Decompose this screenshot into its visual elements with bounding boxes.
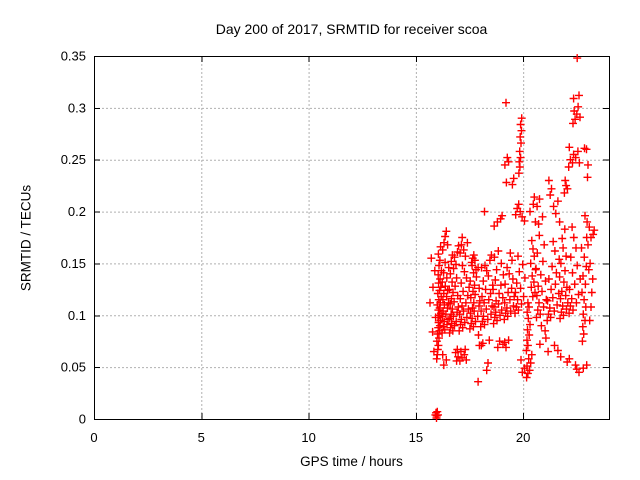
y-tick-label: 0.1 [68, 308, 86, 323]
x-tick-label: 20 [516, 430, 530, 445]
y-tick-label: 0.35 [61, 49, 86, 64]
y-tick-label: 0.05 [61, 360, 86, 375]
plot-border [94, 56, 610, 420]
y-tick-label: 0.25 [61, 152, 86, 167]
x-axis-label: GPS time / hours [300, 454, 403, 469]
x-tick-label: 5 [198, 430, 205, 445]
y-tick-label: 0.15 [61, 256, 86, 271]
y-tick-label: 0.3 [68, 100, 86, 115]
x-tick-label: 10 [301, 430, 315, 445]
chart-title: Day 200 of 2017, SRMTID for receiver sco… [215, 21, 488, 37]
y-tick-label: 0.2 [68, 204, 86, 219]
data-points-series [426, 54, 599, 422]
x-tick-label: 0 [90, 430, 97, 445]
y-tick-label: 0 [79, 412, 86, 427]
x-tick-label: 15 [409, 430, 423, 445]
